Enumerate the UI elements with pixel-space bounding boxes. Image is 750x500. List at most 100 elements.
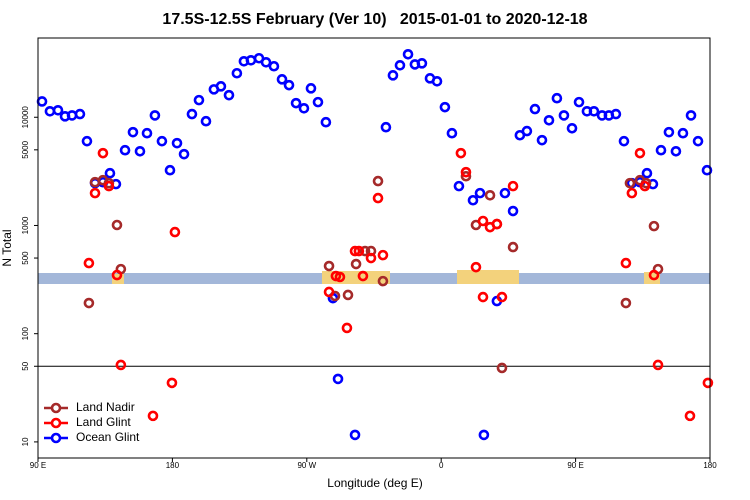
point bbox=[74, 108, 86, 120]
point bbox=[558, 110, 570, 121]
point bbox=[341, 322, 353, 334]
point bbox=[260, 56, 272, 68]
x-tick-label: 180 bbox=[703, 461, 717, 470]
point bbox=[215, 81, 227, 92]
point bbox=[439, 101, 451, 113]
series bbox=[83, 147, 714, 422]
point bbox=[701, 164, 713, 176]
point bbox=[357, 270, 369, 282]
point bbox=[610, 108, 622, 120]
point bbox=[507, 241, 519, 253]
point bbox=[573, 96, 585, 108]
point bbox=[353, 245, 365, 257]
point bbox=[156, 135, 168, 147]
legend-label: Ocean Glint bbox=[76, 430, 140, 444]
chart-title: 17.5S-12.5S February (Ver 10) 2015-01-01… bbox=[162, 11, 587, 28]
point bbox=[551, 92, 563, 104]
legend-label: Land Glint bbox=[76, 415, 131, 429]
x-axis-label: Longitude (deg E) bbox=[327, 476, 422, 490]
point bbox=[342, 289, 354, 301]
series bbox=[83, 170, 664, 374]
point bbox=[624, 177, 636, 189]
point bbox=[467, 194, 479, 206]
point bbox=[655, 144, 667, 156]
point bbox=[323, 260, 335, 272]
point bbox=[186, 108, 198, 120]
point bbox=[536, 134, 548, 146]
point bbox=[474, 187, 486, 199]
point bbox=[566, 122, 578, 134]
point bbox=[507, 205, 519, 217]
point bbox=[103, 180, 115, 192]
point bbox=[349, 429, 361, 441]
point bbox=[648, 220, 660, 232]
point bbox=[618, 135, 630, 147]
point bbox=[305, 83, 317, 94]
point bbox=[677, 127, 689, 139]
point bbox=[141, 127, 153, 139]
legend-label: Land Nadir bbox=[76, 400, 135, 414]
point bbox=[685, 110, 697, 121]
point bbox=[588, 106, 600, 117]
point bbox=[119, 144, 131, 156]
point bbox=[365, 252, 377, 264]
point bbox=[169, 226, 181, 238]
point bbox=[320, 116, 332, 128]
legend-marker bbox=[50, 432, 62, 444]
point bbox=[499, 187, 511, 199]
point bbox=[372, 192, 384, 204]
y-tick-label: 10 bbox=[21, 437, 30, 446]
point bbox=[496, 362, 508, 374]
point bbox=[52, 104, 64, 116]
point bbox=[402, 48, 414, 60]
point bbox=[460, 166, 472, 178]
point bbox=[372, 175, 384, 187]
point bbox=[283, 79, 295, 91]
point bbox=[431, 75, 443, 87]
x-tick-label: 90 E bbox=[567, 461, 583, 470]
legend-marker bbox=[50, 417, 62, 429]
point bbox=[460, 170, 472, 182]
point bbox=[394, 60, 406, 71]
point bbox=[491, 218, 503, 230]
point bbox=[620, 257, 632, 269]
point bbox=[290, 97, 302, 109]
point bbox=[377, 249, 389, 261]
y-tick-label: 1000 bbox=[21, 216, 30, 234]
point bbox=[81, 135, 93, 147]
point bbox=[455, 147, 467, 159]
point bbox=[387, 70, 399, 81]
point bbox=[83, 297, 95, 309]
y-tick-label: 10000 bbox=[21, 106, 30, 129]
point bbox=[692, 135, 704, 147]
point bbox=[83, 257, 95, 269]
point bbox=[648, 269, 660, 281]
point bbox=[111, 219, 123, 231]
x-tick-label: 90 E bbox=[30, 461, 46, 470]
plot-frame bbox=[37, 37, 711, 459]
point bbox=[231, 67, 243, 79]
x-tick-label: 180 bbox=[166, 461, 180, 470]
point bbox=[193, 94, 205, 106]
point bbox=[178, 148, 190, 160]
point bbox=[634, 147, 646, 159]
point bbox=[127, 126, 139, 138]
point bbox=[134, 145, 146, 157]
point bbox=[684, 410, 696, 422]
point bbox=[543, 114, 555, 126]
point bbox=[323, 286, 335, 298]
point bbox=[268, 60, 280, 72]
x-tick-label: 0 bbox=[439, 461, 444, 470]
point bbox=[529, 103, 541, 115]
point bbox=[171, 137, 183, 149]
point bbox=[670, 145, 682, 157]
point bbox=[478, 429, 490, 441]
legend-marker bbox=[50, 402, 62, 414]
point bbox=[626, 187, 638, 199]
point bbox=[453, 180, 465, 192]
point bbox=[334, 271, 346, 283]
point bbox=[359, 245, 371, 257]
point bbox=[349, 245, 361, 257]
point bbox=[350, 258, 362, 270]
